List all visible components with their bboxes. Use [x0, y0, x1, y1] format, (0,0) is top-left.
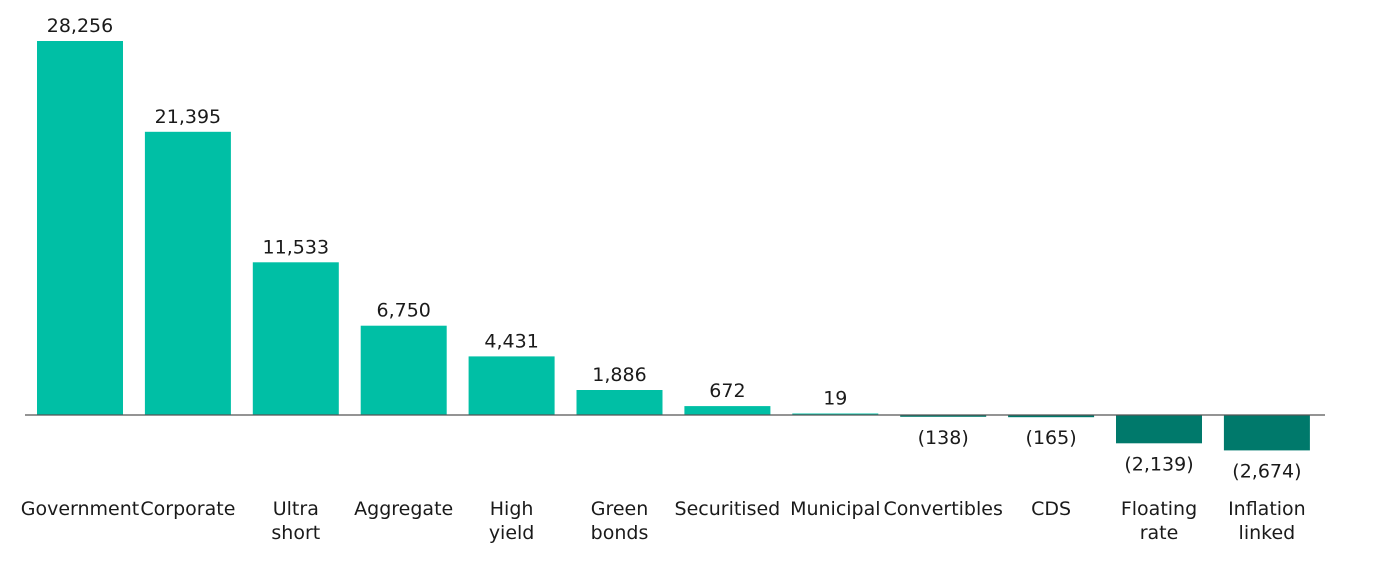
bar: [576, 390, 663, 415]
bar: [1223, 415, 1310, 451]
category-label: Floating: [1121, 498, 1197, 520]
bar-value-label: 21,395: [155, 106, 221, 128]
bar-value-label: 672: [709, 380, 745, 402]
category-label: yield: [489, 522, 535, 544]
category-label: Convertibles: [884, 498, 1003, 520]
category-label: bonds: [591, 522, 649, 544]
category-label: Green: [591, 498, 649, 520]
category-label: short: [271, 522, 320, 544]
value-labels-group: 28,256 21,395 11,533 6,750 4,431 1,886 672 19 (1…: [47, 15, 1302, 482]
category-label: Ultra: [273, 498, 319, 520]
bar-value-label: 19: [823, 388, 847, 410]
bar: [360, 325, 447, 415]
category-label: rate: [1140, 522, 1179, 544]
bar-value-label: (138): [918, 427, 969, 449]
bar: [684, 406, 771, 415]
bar-value-label: 28,256: [47, 15, 113, 37]
bar-value-label: (2,139): [1124, 453, 1193, 475]
bar: [37, 41, 123, 415]
bar-value-label: (165): [1026, 427, 1077, 449]
bar: [1008, 415, 1095, 418]
category-label: Inflation: [1228, 498, 1306, 520]
bar: [792, 413, 879, 415]
bar-value-label: 1,886: [592, 364, 646, 386]
bar-value-label: 11,533: [263, 236, 329, 258]
bar: [252, 262, 339, 415]
category-label: linked: [1239, 522, 1296, 544]
bar: [1116, 415, 1202, 444]
category-label: CDS: [1031, 498, 1071, 520]
bar-value-label: (2,674): [1232, 460, 1301, 482]
bar-value-label: 6,750: [376, 300, 430, 322]
bar: [468, 356, 555, 415]
category-label: Securitised: [675, 498, 781, 520]
category-label: High: [490, 498, 534, 520]
category-label: Government: [21, 498, 140, 520]
bar-value-label: 4,431: [484, 330, 538, 352]
bar: [144, 131, 231, 416]
category-label: Aggregate: [354, 498, 453, 520]
category-label: Municipal: [790, 498, 880, 520]
bars-group: [37, 41, 1310, 451]
bar: [900, 415, 987, 417]
category-label: Corporate: [140, 498, 235, 520]
